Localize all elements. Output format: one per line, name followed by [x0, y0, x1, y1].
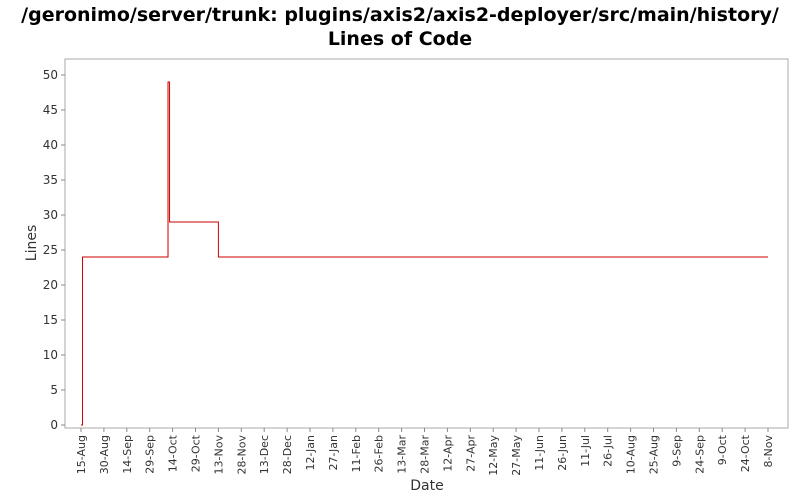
x-axis-label: Date — [410, 478, 443, 494]
x-tick-label: 24-Oct — [739, 434, 752, 472]
y-tick-label: 25 — [43, 243, 58, 257]
y-axis: 0 5 10 15 20 25 30 35 40 45 50 — [43, 68, 65, 432]
y-tick-label: 10 — [43, 348, 58, 362]
y-axis-label: Lines — [24, 225, 40, 261]
chart-title: /geronimo/server/trunk: plugins/axis2/ax… — [21, 4, 779, 26]
x-axis: 15-Aug 30-Aug 14-Sep 29-Sep 14-Oct 29-Oct 13-N… — [75, 428, 775, 476]
x-tick-label: 28-Mar — [419, 435, 432, 474]
y-tick-label: 0 — [50, 418, 58, 432]
x-tick-label: 28-Dec — [281, 435, 294, 474]
x-tick-label: 12-Apr — [441, 435, 454, 472]
x-tick-label: 26-Feb — [373, 435, 386, 472]
x-tick-label: 9-Sep — [670, 435, 683, 467]
x-tick-label: 14-Oct — [167, 434, 180, 472]
y-tick-label: 20 — [43, 278, 58, 292]
x-tick-label: 13-Nov — [212, 435, 225, 475]
y-tick-label: 50 — [43, 68, 58, 82]
x-tick-label: 12-May — [487, 435, 500, 476]
series-layer — [81, 81, 768, 426]
x-tick-label: 12-Jan — [304, 435, 317, 471]
x-tick-label: 10-Aug — [625, 435, 638, 474]
x-tick-label: 15-Aug — [75, 435, 88, 474]
x-tick-label: 27-Jan — [327, 435, 340, 471]
plot-area — [64, 58, 789, 429]
x-tick-label: 26-Jul — [602, 435, 615, 467]
y-tick-label: 45 — [43, 103, 58, 117]
chart-subtitle: Lines of Code — [327, 28, 473, 50]
y-tick-label: 15 — [43, 313, 58, 327]
x-tick-label: 25-Aug — [648, 435, 661, 474]
x-tick-label: 28-Nov — [235, 435, 248, 475]
x-tick-label: 14-Sep — [121, 435, 134, 474]
x-tick-label: 11-Jul — [579, 435, 592, 467]
y-tick-label: 5 — [50, 383, 58, 397]
x-tick-label: 9-Oct — [716, 434, 729, 465]
x-tick-label: 11-Feb — [350, 435, 363, 472]
x-tick-label: 13-Dec — [258, 435, 271, 474]
y-tick-label: 35 — [43, 173, 58, 187]
x-tick-label: 30-Aug — [98, 435, 111, 474]
series-line — [81, 81, 768, 426]
x-tick-label: 29-Sep — [144, 435, 157, 474]
x-tick-label: 13-Mar — [396, 435, 409, 474]
x-tick-label: 8-Nov — [762, 435, 775, 468]
x-tick-label: 26-Jun — [556, 435, 569, 471]
x-tick-label: 29-Oct — [190, 434, 203, 472]
x-tick-label: 24-Sep — [693, 435, 706, 474]
x-tick-label: 27-May — [510, 435, 523, 476]
y-tick-label: 40 — [43, 138, 58, 152]
x-tick-label: 11-Jun — [533, 435, 546, 471]
x-tick-label: 27-Apr — [464, 435, 477, 472]
y-tick-label: 30 — [43, 208, 58, 222]
